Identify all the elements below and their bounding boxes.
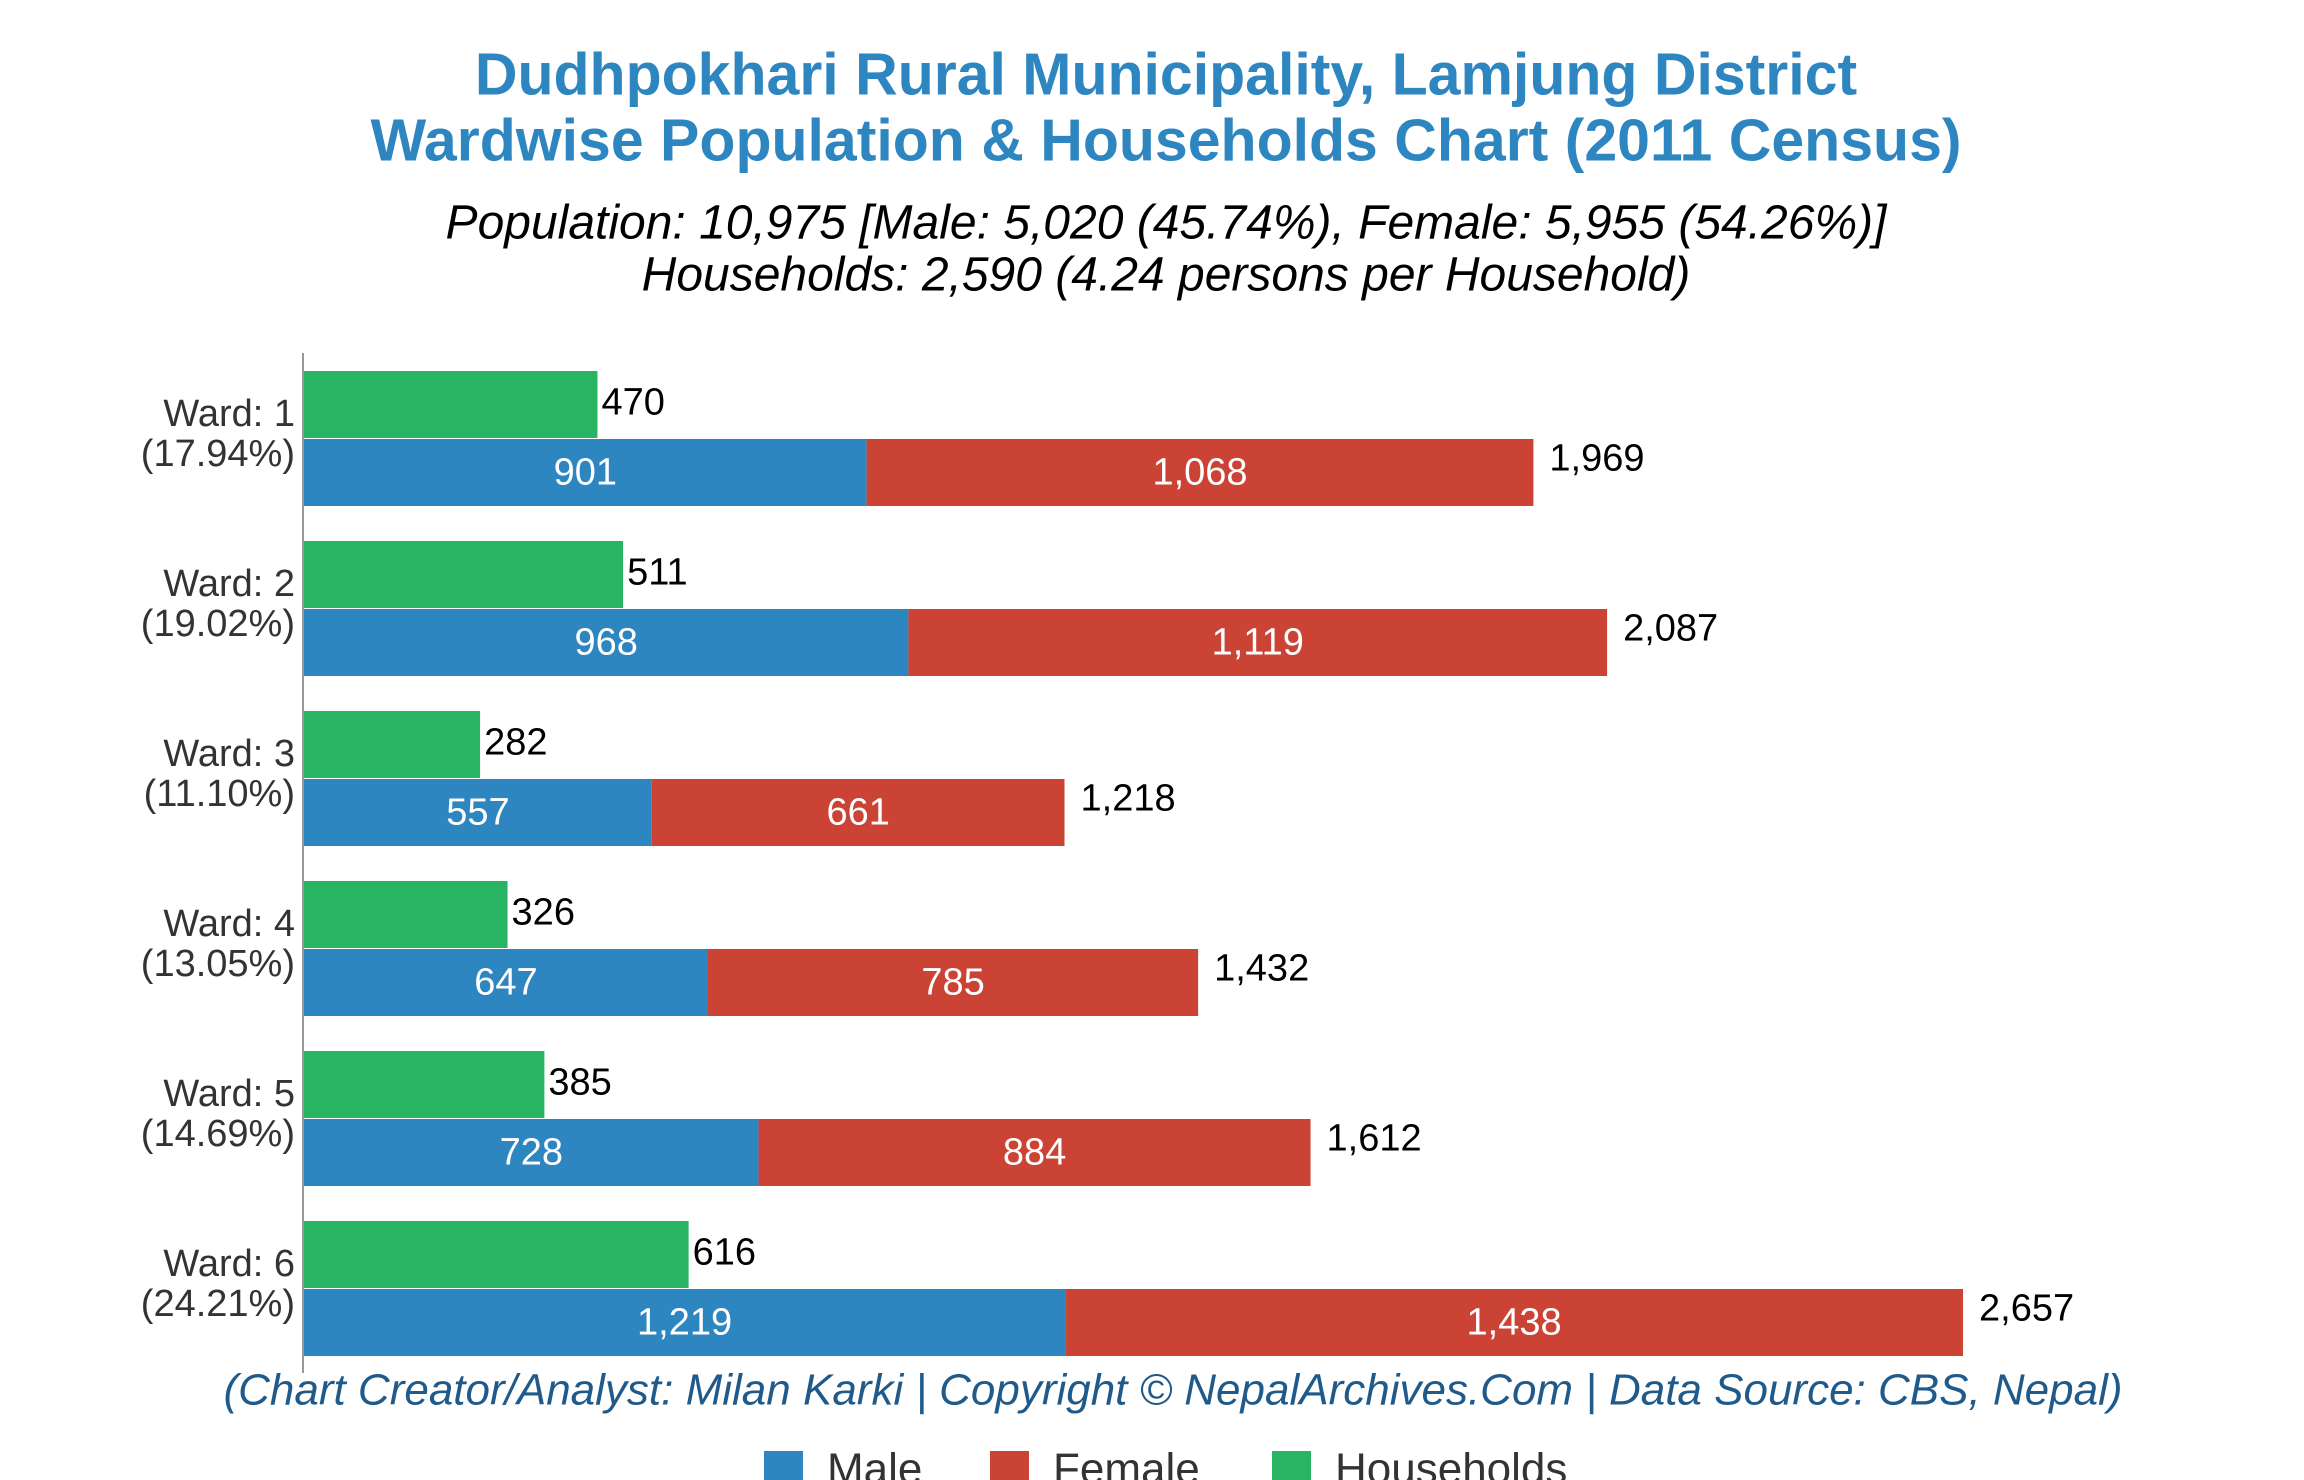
data-label: 728 [500,1132,563,1174]
legend-swatch [1272,1451,1311,1480]
population-bar [758,1119,1311,1186]
data-label: 1,438 [1467,1302,1562,1344]
population-bar [304,1289,1066,1356]
y-tick-label: Ward: 3 [163,733,295,775]
total-label: 2,657 [1979,1288,2074,1330]
y-tick-label: (11.10%) [144,773,295,815]
population-bar [651,779,1065,846]
chart-title: Wardwise Population & Households Chart (… [370,108,1961,174]
population-bar [866,439,1534,506]
legend-swatch [764,1451,803,1480]
data-label: 282 [484,722,547,764]
y-tick-label: Ward: 4 [163,903,295,945]
population-bar [707,949,1199,1016]
data-label: 1,119 [1212,622,1304,664]
data-label: 616 [693,1232,756,1274]
household-bar [304,711,481,778]
population-bar [304,949,708,1016]
y-tick-label: Ward: 1 [163,393,295,435]
y-tick-label: Ward: 6 [163,1243,295,1285]
legend-label: Female [1053,1445,1200,1480]
y-tick-label: (17.94%) [141,433,295,475]
legend-label: Male [827,1445,922,1480]
household-bar [304,541,624,608]
annotation: (Chart Creator/Analyst: Milan Karki | Co… [223,1366,2122,1415]
data-label: 884 [1003,1132,1066,1174]
data-label: 661 [826,792,889,834]
chart-title: Dudhpokhari Rural Municipality, Lamjung … [475,42,1857,108]
data-label: 785 [921,962,984,1004]
data-label: 470 [601,382,664,424]
data-label: 968 [575,622,638,664]
population-bar [304,609,909,676]
household-bar [304,371,598,438]
population-bar [1065,1289,1963,1356]
data-label: 647 [474,962,537,1004]
data-label: 1,068 [1152,452,1247,494]
population-bar [908,609,1608,676]
population-bar [304,439,867,506]
total-label: 1,612 [1327,1118,1422,1160]
data-label: 511 [627,552,688,594]
data-label: 1,219 [637,1302,732,1344]
y-tick-label: Ward: 5 [163,1073,295,1115]
household-bar [304,1221,689,1288]
total-label: 1,218 [1081,778,1176,820]
y-tick-label: (24.21%) [141,1283,295,1325]
data-label: 557 [446,792,509,834]
total-label: 1,432 [1214,948,1309,990]
data-label: 385 [548,1062,611,1104]
chart-subtitle: Households: 2,590 (4.24 persons per Hous… [642,249,1691,302]
household-bar [304,1051,545,1118]
population-bar [304,779,652,846]
y-tick-label: Ward: 2 [163,563,295,605]
y-tick-label: (19.02%) [141,603,295,645]
y-tick-label: (13.05%) [141,943,295,985]
data-label: 901 [554,452,617,494]
population-bar [304,1119,759,1186]
chart-subtitle: Population: 10,975 [Male: 5,020 (45.74%)… [446,197,1889,250]
y-tick-label: (14.69%) [141,1113,295,1155]
legend-label: Households [1335,1445,1567,1480]
legend-swatch [990,1451,1029,1480]
total-label: 1,969 [1549,438,1644,480]
household-bar [304,881,508,948]
data-label: 326 [512,892,575,934]
total-label: 2,087 [1623,608,1718,650]
